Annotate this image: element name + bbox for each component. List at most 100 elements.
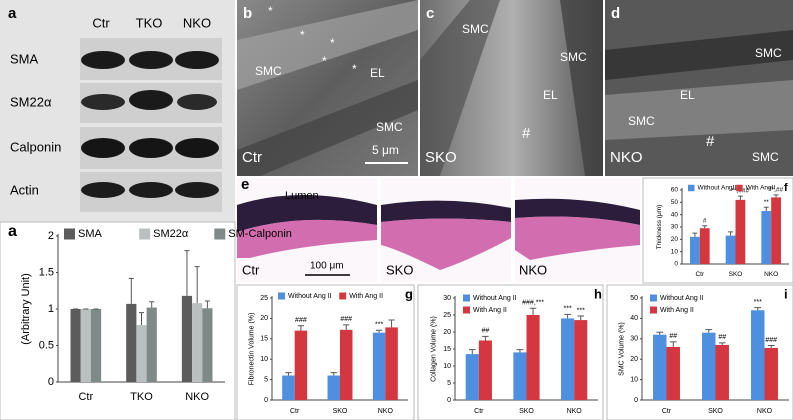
x-tick-label: Ctr (78, 391, 93, 403)
error-bar (184, 250, 190, 296)
micrograph-label: SMC (376, 120, 403, 134)
bar (771, 197, 781, 264)
y-axis-label: SMC Volume (%) (618, 322, 625, 376)
panel-letter: d (611, 5, 620, 22)
annotation: ### (765, 337, 777, 344)
micrograph-label: * (300, 28, 305, 42)
error-bar (482, 335, 489, 341)
micrograph-label: # (522, 125, 531, 142)
bar (385, 327, 398, 400)
y-tick-label: 20 (671, 236, 679, 243)
legend-swatch (650, 306, 657, 314)
bar (735, 199, 746, 264)
y-tick-label: 0 (447, 397, 451, 404)
legend-label: With AngII (746, 185, 776, 192)
panel-letter: b (243, 5, 252, 22)
bar (702, 332, 716, 400)
x-tick-label: SKO (729, 271, 743, 278)
micrograph-label: * (322, 54, 327, 68)
x-tick-label: SKO (519, 408, 534, 415)
annotation: *** (754, 299, 762, 306)
micrograph-label: SMC (560, 50, 587, 64)
bar (526, 315, 540, 400)
panel-letter: a (8, 5, 17, 22)
x-tick-label: Ctr (290, 408, 300, 415)
legend-label: SMA (78, 228, 103, 240)
legend-label: Without Ang II (660, 295, 704, 302)
x-tick-label: NKO (185, 391, 209, 403)
bar (699, 228, 710, 264)
micrograph-label: SMC (628, 114, 655, 128)
bar (690, 236, 700, 264)
y-tick-label: 10 (630, 376, 638, 383)
legend-label: Without AngII (698, 185, 737, 192)
panel-letter: f (784, 182, 788, 194)
error-bar (128, 277, 134, 304)
micrograph-label: SKO (425, 149, 457, 166)
error-bar (718, 342, 726, 345)
bar (574, 320, 588, 400)
legend-swatch (463, 294, 470, 302)
micrograph-label: * (352, 62, 357, 76)
legend-swatch (139, 228, 151, 240)
annotation: ## (718, 334, 726, 341)
bar (561, 318, 575, 400)
y-tick-label: 15 (443, 346, 451, 353)
texture (605, 80, 793, 140)
bar (751, 310, 765, 400)
annotation: ## (669, 333, 677, 340)
error-bar (564, 313, 571, 319)
x-tick-label: Ctr (474, 408, 484, 415)
micrograph-label: SMC (462, 22, 489, 36)
blot-row: Calponin (10, 139, 61, 154)
error-bar (204, 300, 210, 309)
histology-label: 100 μm (310, 261, 344, 272)
error-bar (529, 307, 537, 315)
annotation: *** (577, 307, 585, 314)
y-tick-label: 0 (674, 261, 678, 268)
micrograph-label: Ctr (242, 149, 262, 166)
bar (513, 352, 527, 400)
x-tick-label: TKO (130, 391, 153, 403)
histology (237, 178, 640, 282)
bar (70, 309, 81, 382)
bar (372, 332, 386, 400)
y-tick-label: 2 (48, 230, 54, 242)
micrograph-label: EL (680, 88, 695, 102)
error-bar (138, 312, 145, 326)
y-tick-label: 40 (630, 315, 638, 322)
legend-swatch (214, 228, 226, 240)
legend-swatch (688, 184, 695, 192)
bar (465, 354, 479, 400)
y-axis-label: Thickness (μm) (656, 205, 663, 250)
histology-label: Ctr (242, 262, 260, 277)
y-tick-label: 5 (447, 380, 451, 387)
bar (653, 334, 667, 400)
legend-label: SM-Calponin (228, 228, 292, 240)
y-tick-label: 0.5 (39, 339, 54, 351)
error-bar (754, 307, 762, 311)
texture (237, 80, 418, 176)
panel-letter: c (426, 5, 434, 22)
annotation: ** (764, 199, 770, 206)
blot-row: SMA (10, 51, 39, 66)
error-bar (669, 341, 677, 347)
y-tick-label: 0 (634, 397, 638, 404)
bar (90, 309, 102, 382)
legend-label: SM22α (153, 228, 189, 240)
texture (605, 30, 793, 80)
blot-row: SM22α (10, 94, 52, 109)
bar (327, 375, 340, 400)
histology-label: Lumen (285, 190, 319, 202)
blot-strips (80, 38, 222, 212)
micrograph-label: * (330, 36, 335, 50)
panel-letter: a (8, 223, 17, 240)
legend-swatch (278, 292, 285, 300)
error-bar (330, 372, 337, 376)
y-tick-label: 1.5 (39, 266, 54, 278)
y-tick-label: 20 (443, 329, 451, 336)
micrograph-label: # (706, 133, 715, 150)
legend-label: Without Ang II (473, 295, 517, 302)
error-bar (194, 266, 200, 304)
